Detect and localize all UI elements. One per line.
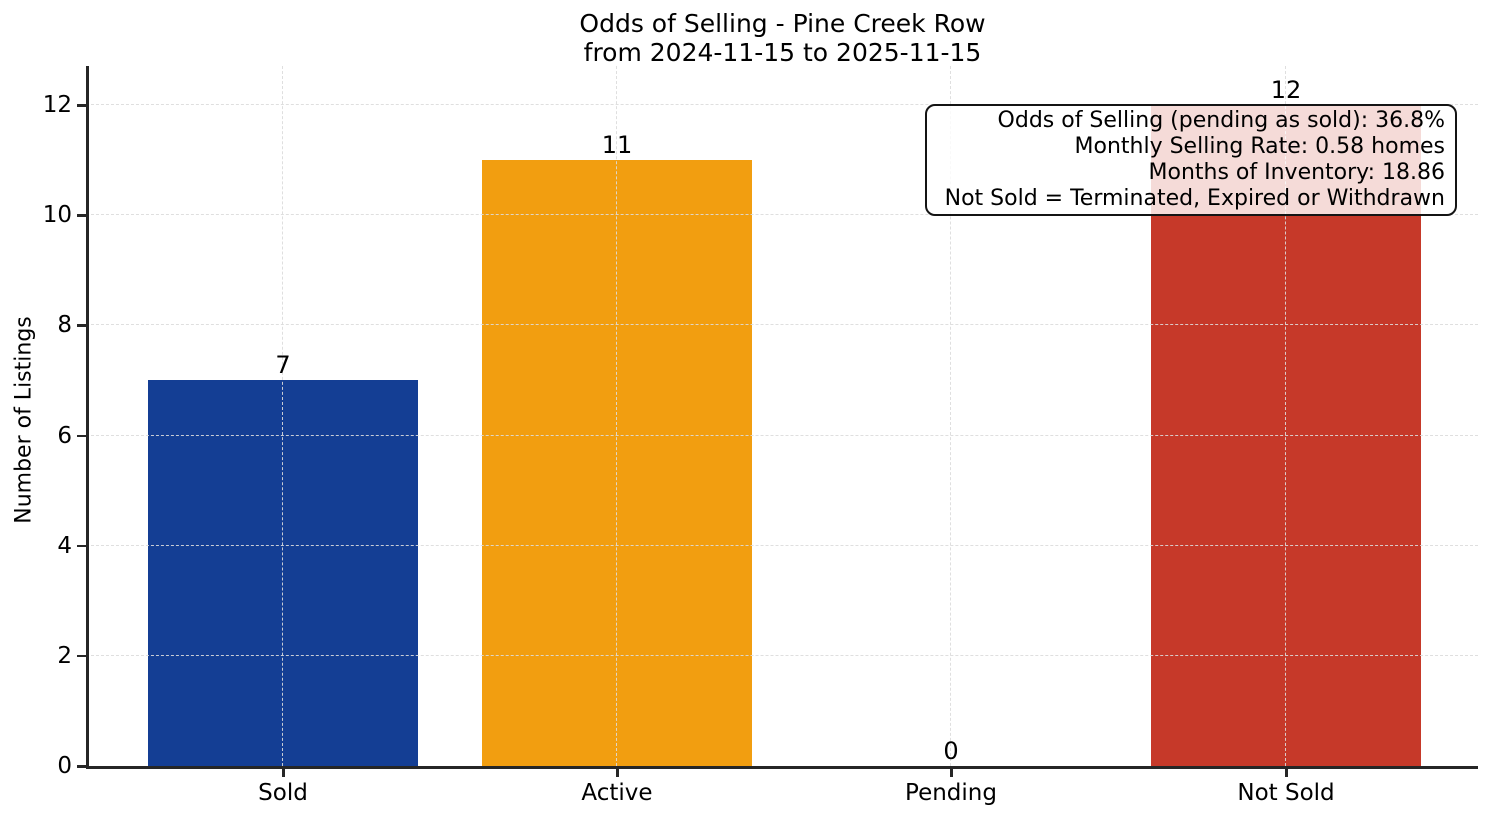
bar-value-label: 0 — [943, 737, 959, 765]
y-tickmark — [77, 434, 86, 437]
y-tickmark — [77, 765, 86, 768]
bar-value-label: 12 — [1270, 76, 1302, 104]
y-tick-label: 12 — [42, 92, 72, 118]
x-tick-label-active: Active — [581, 780, 653, 806]
x-tick-label-not-sold: Not Sold — [1237, 780, 1335, 806]
x-tickmark — [1285, 768, 1288, 777]
h-gridline — [86, 104, 1478, 105]
x-tickmark — [282, 768, 285, 777]
v-gridline — [282, 66, 283, 766]
x-tickmark — [616, 768, 619, 777]
annotation-box: Odds of Selling (pending as sold): 36.8%… — [925, 104, 1457, 216]
x-tickmark — [950, 768, 953, 777]
y-tickmark — [77, 324, 86, 327]
bar-sold — [148, 380, 418, 766]
h-gridline — [86, 654, 1478, 656]
y-tick-label: 2 — [57, 642, 72, 669]
annotation-months-of-inventory: Months of Inventory: 18.86 — [1148, 160, 1445, 185]
annotation-odds-of-selling: Odds of Selling (pending as sold): 36.8% — [997, 108, 1445, 133]
bar-value-label: 7 — [275, 351, 291, 380]
v-gridline — [616, 66, 617, 766]
h-gridline — [86, 434, 1478, 436]
y-axis-label: Number of Listings — [11, 316, 37, 524]
x-tick-label-pending: Pending — [905, 780, 997, 806]
y-tick-label: 6 — [57, 422, 72, 449]
v-gridline — [1285, 66, 1286, 766]
h-gridline — [86, 544, 1478, 546]
h-gridline — [86, 324, 1478, 326]
h-gridline — [86, 214, 1478, 216]
v-gridline — [950, 66, 951, 766]
y-tick-label: 4 — [57, 532, 72, 559]
y-tick-label: 10 — [42, 202, 72, 229]
x-axis-spine — [86, 766, 1478, 769]
chart-title-line1: Odds of Selling - Pine Creek Row — [579, 9, 986, 38]
y-tick-label: 8 — [57, 312, 72, 339]
y-axis-spine — [86, 66, 89, 768]
x-tick-label-sold: Sold — [258, 780, 308, 806]
bar-active — [482, 160, 752, 766]
y-tickmark — [77, 544, 86, 548]
chart-title-line2: from 2024-11-15 to 2025-11-15 — [583, 38, 982, 67]
annotation-monthly-selling-rate: Monthly Selling Rate: 0.58 homes — [1074, 134, 1445, 159]
annotation-not-sold-definition: Not Sold = Terminated, Expired or Withdr… — [944, 186, 1445, 211]
y-tickmark — [77, 654, 86, 658]
y-tickmark — [77, 104, 86, 107]
bar-value-label: 11 — [601, 131, 633, 160]
y-tick-label: 0 — [57, 753, 72, 779]
chart-title: Odds of Selling - Pine Creek Row from 20… — [87, 9, 1478, 67]
y-tickmark — [77, 214, 86, 217]
